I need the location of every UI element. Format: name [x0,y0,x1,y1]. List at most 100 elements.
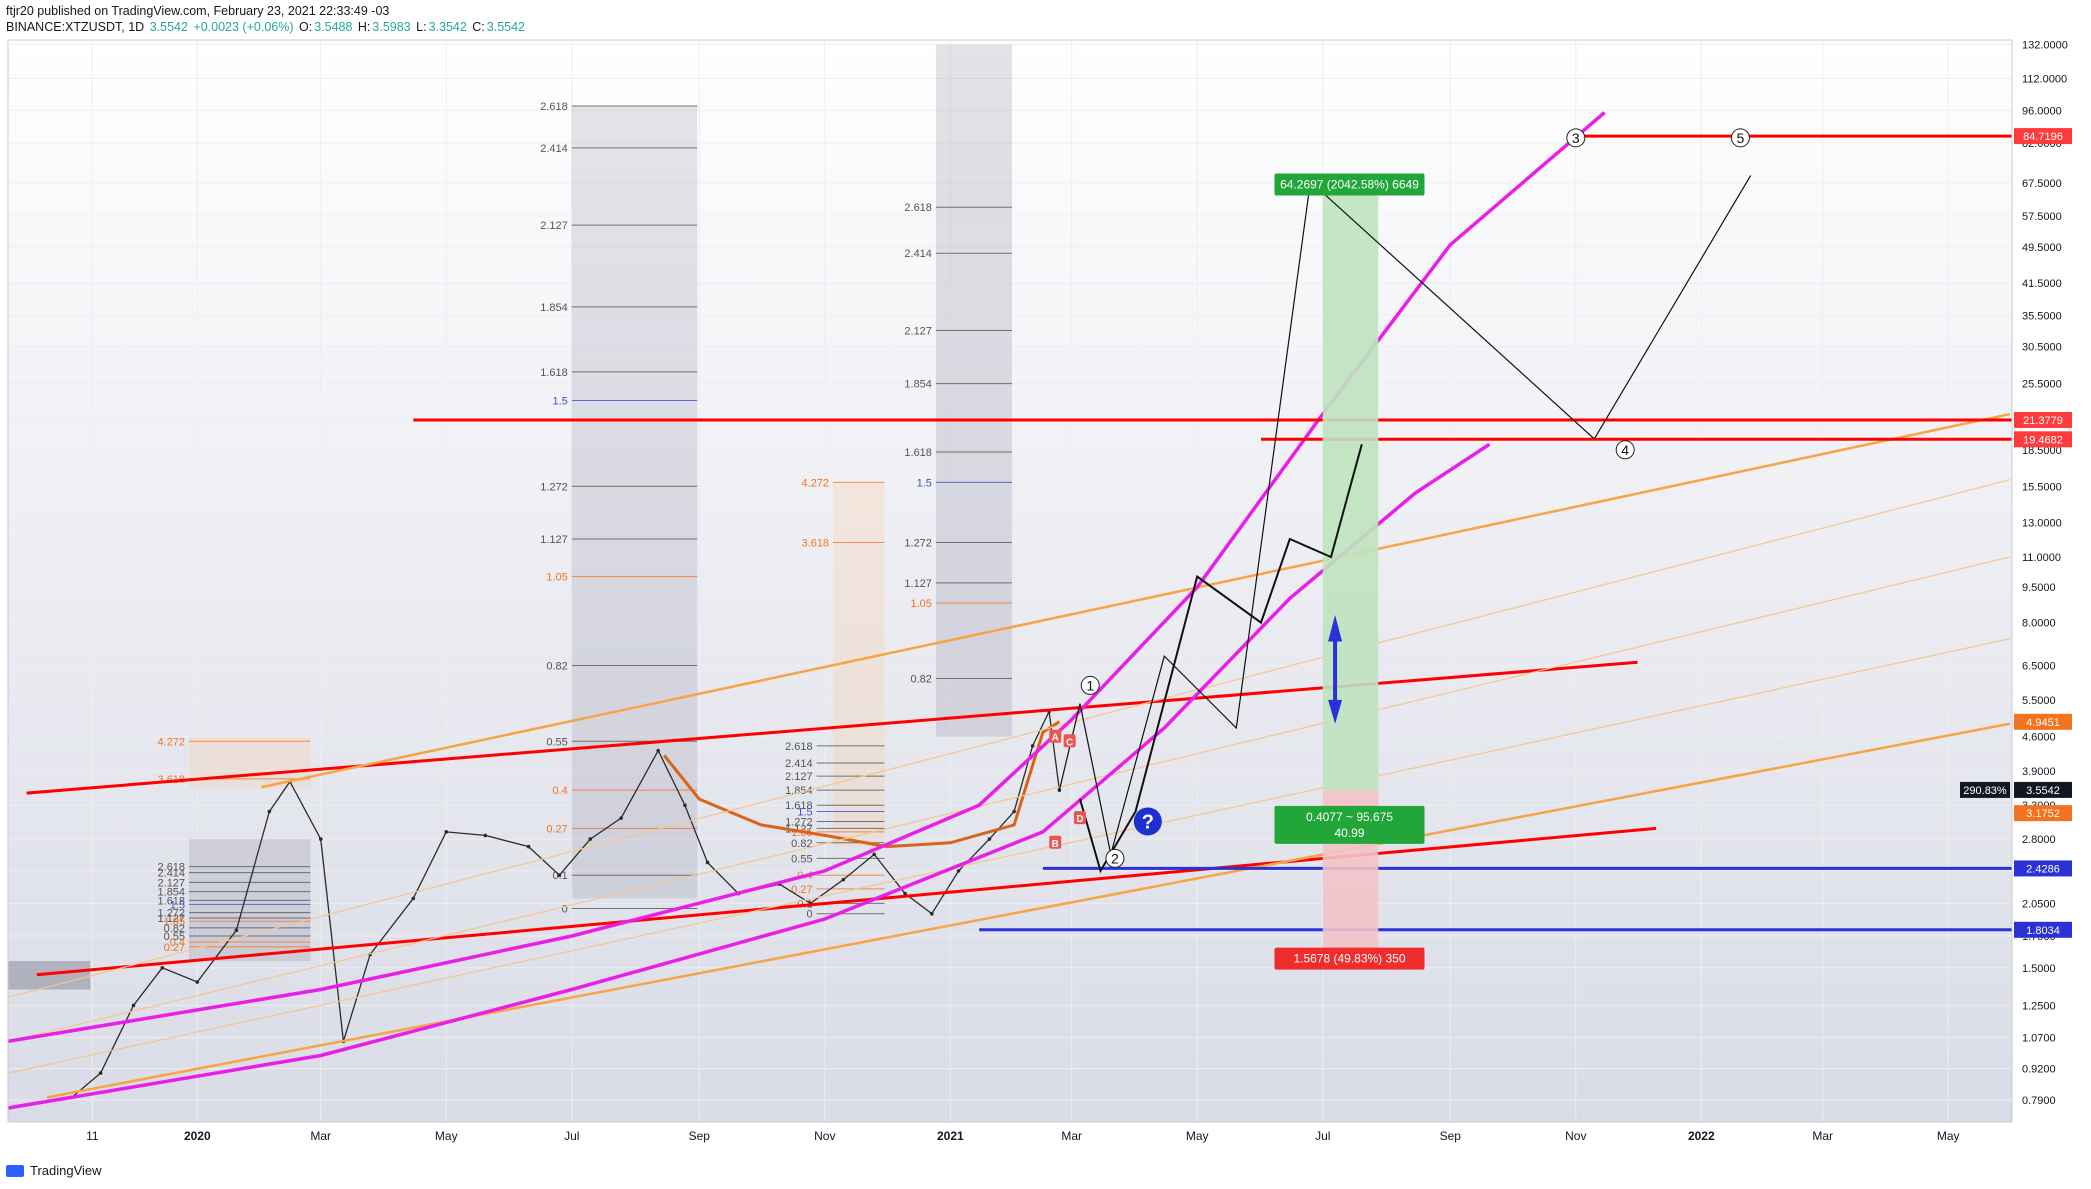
fib-level-label: 1.05 [164,916,185,928]
price-label-box [2014,781,2072,798]
price-point [1030,744,1035,748]
price-point [930,911,934,916]
elliott-projection-path [1058,175,1752,855]
high-label: H: [357,20,371,34]
y-tick-label: 2.8000 [2022,834,2056,846]
fib-level-label: 0.27 [164,942,185,954]
open-value: 3.5488 [314,20,353,34]
y-tick-label: 6.5000 [2022,660,2056,672]
y-tick-label: 35.5000 [2022,310,2062,322]
price-point [98,1071,103,1075]
x-tick-label: Jul [564,1129,579,1143]
x-tick-label: Mar [1812,1129,1833,1143]
y-tick-label: 18.5000 [2022,445,2062,457]
fib-level-label: 1.5 [170,899,185,911]
price-point [267,809,272,814]
x-tick-label: Nov [814,1129,835,1143]
price-point [956,869,961,873]
fib-level-label: 0.27 [791,884,812,896]
fib-level-label: 0.4 [552,785,567,797]
ohlc-line: BINANCE:XTZUSDT, 1D 3.5542 +0.0023 (+0.0… [6,19,527,35]
fib-level-label: 1.618 [158,895,186,907]
price-label-box [2014,921,2072,938]
brand-label: TradingView [30,1163,102,1178]
fib-level-label: 0 [806,909,812,921]
wave-label-circle [1730,128,1750,148]
y-tick-label: 3.9000 [2022,766,2056,778]
fib-zone [8,961,91,990]
price-label: 19.4682 [2023,434,2063,446]
wave-label-circle [1615,440,1635,460]
fib-level-label: 2.618 [540,101,568,113]
fib-level-label: 2.127 [785,771,813,783]
fib-level-label: 1.5 [917,477,932,489]
pattern-letter-box [1063,734,1076,748]
y-tick-label: 1.0700 [2022,1032,2056,1044]
fib-level-label: 1.854 [904,379,932,391]
x-tick-label: 2021 [937,1129,964,1143]
x-tick-label: Jul [1315,1129,1330,1143]
percent-label: 290.83% [1963,785,2007,797]
x-tick-label: Mar [310,1129,331,1143]
pattern-letter-box [1049,835,1062,849]
close-label: C: [472,20,485,34]
chart-header: ftjr20 published on TradingView.com, Feb… [6,3,527,35]
rr-label-text: 40.99 [1334,826,1364,840]
price-point [588,837,593,841]
fib-level-label: 1.05 [911,598,932,610]
y-tick-label: 0.7900 [2022,1095,2056,1107]
y-tick-label: 49.5000 [2022,242,2062,254]
stop-label-box [1274,947,1425,970]
price-point [131,1003,136,1008]
fib-level-label: 2.414 [785,758,813,770]
fib-level-label: 1.618 [540,367,568,379]
x-tick-label: Sep [1440,1129,1462,1143]
y-tick-label: 11.0000 [2022,552,2061,564]
x-tick-label: 11 [86,1129,99,1143]
fib-level-label: 1.127 [904,578,932,590]
fib-level-label: 4.272 [158,736,186,748]
target-label-box [1274,173,1425,196]
fib-level-label: 1.5 [552,395,567,407]
price-point [483,833,488,838]
fib-level-label: 2.414 [158,868,186,880]
price-label-box [2014,713,2072,730]
y-tick-label: 30.5000 [2022,342,2062,354]
orange-mid-line-1 [7,479,2011,998]
pattern-letter-box [1073,811,1086,825]
y-tick-label: 41.5000 [2022,278,2062,290]
fib-level-label: 4.272 [802,477,830,489]
fib-level-label: 2.414 [904,248,932,260]
price-point [318,837,323,841]
fib-level-label: 1.618 [785,800,813,812]
rr-label-box [1274,805,1425,844]
fib-level-label: 1.272 [540,481,568,493]
y-tick-label: 15.5000 [2022,481,2062,493]
fib-level-label: 2.127 [904,325,932,337]
price-axis-panel [2012,40,2091,1122]
last-price: 3.5542 [149,20,188,34]
tradingview-logo-icon [6,1164,24,1177]
y-tick-label: 13.0000 [2022,518,2062,530]
pattern-letter: D [1076,814,1083,825]
y-tick-label: 0.9200 [2022,1064,2056,1076]
orange-mid-line-2 [7,556,2011,1042]
orange-channel-top [260,412,2011,789]
fib-level-label: 0.82 [911,674,932,686]
y-tick-label: 96.0000 [2022,105,2062,117]
x-tick-label: May [1186,1129,1209,1143]
fib-level-label: 2.618 [785,741,813,753]
price-label: 1.8034 [2026,925,2060,937]
y-tick-label: 1.2500 [2022,1000,2056,1012]
price-label-box [2014,431,2072,448]
pattern-letter: C [1066,737,1073,748]
price-label-box [2014,805,2072,822]
wave-label-circle [1105,848,1125,868]
price-point [683,803,687,808]
plot-frame [7,39,2013,1123]
low-label: L: [416,20,427,34]
price-point [656,748,660,753]
wave-label: 1 [1086,677,1094,693]
wave-label: 3 [1572,130,1580,146]
